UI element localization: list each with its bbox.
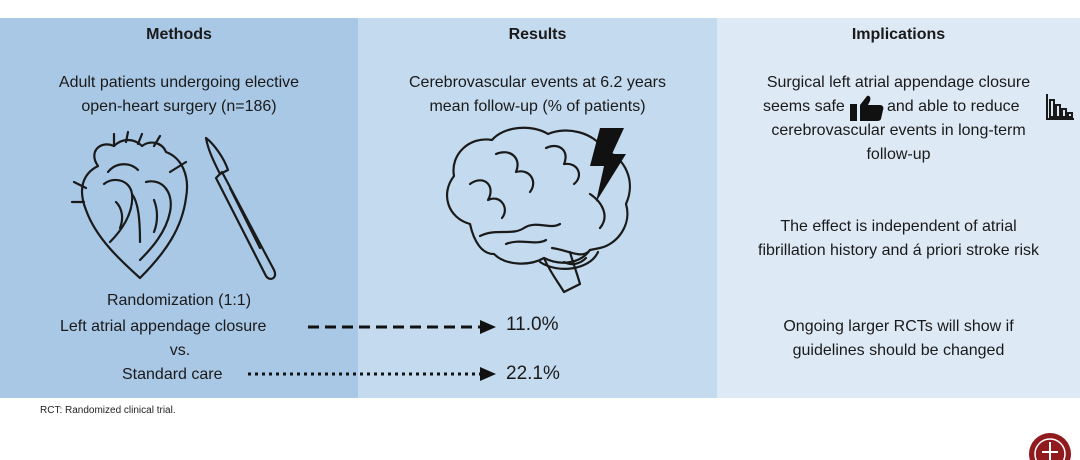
thumbs-up-icon [850,95,884,121]
implication-1-line-2a: seems safe [763,98,845,115]
results-panel: Results Cerebrovascular events at 6.2 ye… [358,18,717,398]
methods-panel: Methods Adult patients undergoing electi… [0,18,358,398]
arm1-label: Left atrial appendage closure [60,318,267,335]
implications-title: Implications [851,26,946,43]
outcome-line-1: Cerebrovascular events at 6.2 years [408,74,666,91]
implication-3-line-1: Ongoing larger RCTs will show if [783,318,1014,335]
implications-panel: Implications Surgical left atrial append… [717,18,1080,398]
lightning-icon [590,128,626,202]
arm2-label: Standard care [122,366,223,383]
methods-title: Methods [146,26,212,43]
heart-icon [70,130,189,280]
bar-chart-down-icon [1046,94,1074,120]
implication-2-line-1: The effect is independent of atrial [780,218,1017,235]
implication-1-line-1: Surgical left atrial appendage closure [766,74,1031,91]
implication-1-line-2b: and able to reduce [887,98,1020,115]
arm1-value: 11.0% [506,314,559,335]
results-title: Results [508,26,567,43]
brain-icon [445,126,631,294]
footnote: RCT: Randomized clinical trial. [40,405,176,416]
scalpel-icon [204,136,277,280]
implication-2-line-2: fibrillation history and á priori stroke… [758,242,1039,259]
implication-1-line-3: cerebrovascular events in long-term [771,122,1026,139]
arm2-value: 22.1% [506,363,560,384]
outcome-line-2: mean follow-up (% of patients) [429,98,646,115]
population-line-1: Adult patients undergoing elective [58,74,300,91]
randomization-label: Randomization (1:1) [106,292,252,309]
population-line-2: open-heart surgery (n=186) [81,98,277,115]
implication-1-line-4: follow-up [866,146,931,163]
implication-3-line-2: guidelines should be changed [792,342,1005,359]
university-seal [1028,432,1072,460]
vs-label: vs. [169,342,191,359]
